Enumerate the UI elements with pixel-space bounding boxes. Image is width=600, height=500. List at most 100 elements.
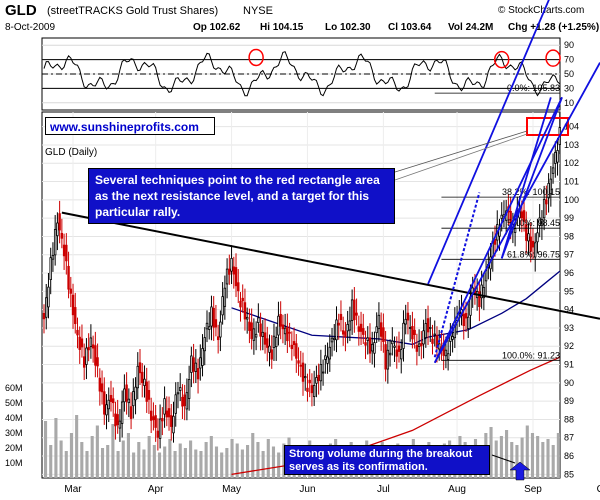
candle-body	[462, 313, 465, 327]
volume-bar	[235, 443, 239, 478]
candle-body	[138, 362, 142, 374]
candle-body	[290, 344, 294, 350]
candle-body	[87, 346, 90, 351]
candle-body	[444, 349, 448, 357]
ticker-symbol: GLD	[5, 2, 37, 19]
candle-body	[228, 268, 231, 275]
volume-bar	[515, 445, 519, 478]
candle-body	[531, 240, 535, 248]
candle-body	[384, 344, 387, 370]
volume-bar	[49, 445, 53, 478]
volume-bar	[147, 436, 151, 478]
candle-body	[534, 242, 537, 258]
volume-bar	[189, 440, 193, 478]
month-tick-label: Mar	[64, 484, 82, 495]
price-tick-label: 94	[564, 305, 574, 315]
candle-body	[413, 329, 416, 335]
volume-bar	[116, 451, 120, 478]
candle-body	[538, 217, 541, 226]
candle-body	[480, 284, 483, 299]
candle-body	[344, 331, 347, 338]
volume-bar	[95, 425, 99, 478]
candle-body	[429, 327, 432, 329]
candle-body	[422, 330, 425, 345]
fan-line-2	[500, 97, 563, 259]
volume-bar	[240, 449, 244, 478]
downtrend-line	[61, 211, 600, 320]
candle-body	[187, 379, 191, 399]
candle-body	[391, 340, 394, 345]
candle-body	[80, 338, 84, 348]
candle-body	[221, 296, 224, 316]
candle-body	[82, 356, 86, 368]
candle-body	[382, 327, 385, 343]
candle-body	[114, 413, 117, 427]
fan-line-1	[433, 96, 563, 364]
candle-body	[464, 313, 468, 319]
volume-bar	[142, 449, 146, 478]
volume-bar	[556, 433, 560, 478]
candle-body	[127, 398, 131, 404]
security-name: (streetTRACKS Gold Trust Shares)	[47, 5, 219, 17]
candle-body	[317, 374, 320, 381]
credit-label: © StockCharts.com	[498, 5, 585, 16]
volume-bar	[126, 433, 130, 478]
candle-body	[42, 313, 46, 320]
candle-body	[45, 297, 48, 318]
candle-body	[183, 394, 186, 407]
open-value: Op 102.62	[193, 22, 241, 33]
volume-bar	[178, 443, 182, 478]
candle-body	[96, 357, 99, 367]
candle-body	[172, 415, 175, 434]
candle-body	[67, 265, 70, 290]
candle-body	[123, 388, 126, 403]
candle-body	[388, 352, 392, 356]
uptrend-channel-lower	[433, 62, 600, 364]
volume-bar	[183, 448, 187, 478]
oscillator-tick-label: 90	[564, 40, 574, 50]
website-url[interactable]: www.sunshineprofits.com	[45, 117, 215, 135]
month-tick-label: Sep	[524, 484, 542, 495]
candle-body	[237, 282, 240, 292]
candle-body	[243, 302, 247, 320]
volume-bar	[220, 452, 224, 478]
price-tick-label: 99	[564, 213, 574, 223]
candle-body	[545, 199, 548, 205]
candle-body	[426, 318, 430, 333]
candle-body	[141, 371, 144, 384]
candle-body	[103, 391, 106, 415]
candle-body	[100, 383, 104, 393]
candle-body	[89, 337, 93, 348]
candle-body	[132, 391, 135, 407]
candle-body	[154, 415, 157, 428]
candle-body	[295, 343, 298, 359]
candle-body	[500, 214, 503, 219]
candle-body	[58, 213, 61, 231]
volume-bar	[106, 445, 110, 478]
overbought-circle	[545, 49, 561, 67]
candle-body	[51, 255, 55, 260]
candle-body	[406, 312, 410, 321]
candle-body	[194, 362, 198, 372]
candle-body	[223, 287, 227, 307]
volume-tick-label: 60M	[5, 383, 23, 393]
oscillator-tick-label: 30	[564, 83, 574, 93]
up-arrow-icon	[509, 461, 531, 481]
candle-body	[232, 266, 235, 275]
volume-bar	[121, 440, 125, 478]
month-tick-label: Oct	[597, 484, 600, 495]
candle-body	[268, 345, 271, 353]
candle-body	[400, 349, 403, 360]
note-pointer-line	[394, 130, 528, 173]
volume-bar	[168, 439, 172, 478]
volume-bar	[510, 442, 514, 478]
candle-body	[105, 404, 108, 416]
candle-body	[366, 337, 369, 341]
candle-body	[397, 345, 401, 352]
volume-bar	[246, 445, 250, 478]
candle-body	[257, 317, 260, 324]
candle-body	[272, 335, 276, 348]
price-tick-label: 85	[564, 469, 574, 479]
candle-body	[333, 337, 336, 340]
